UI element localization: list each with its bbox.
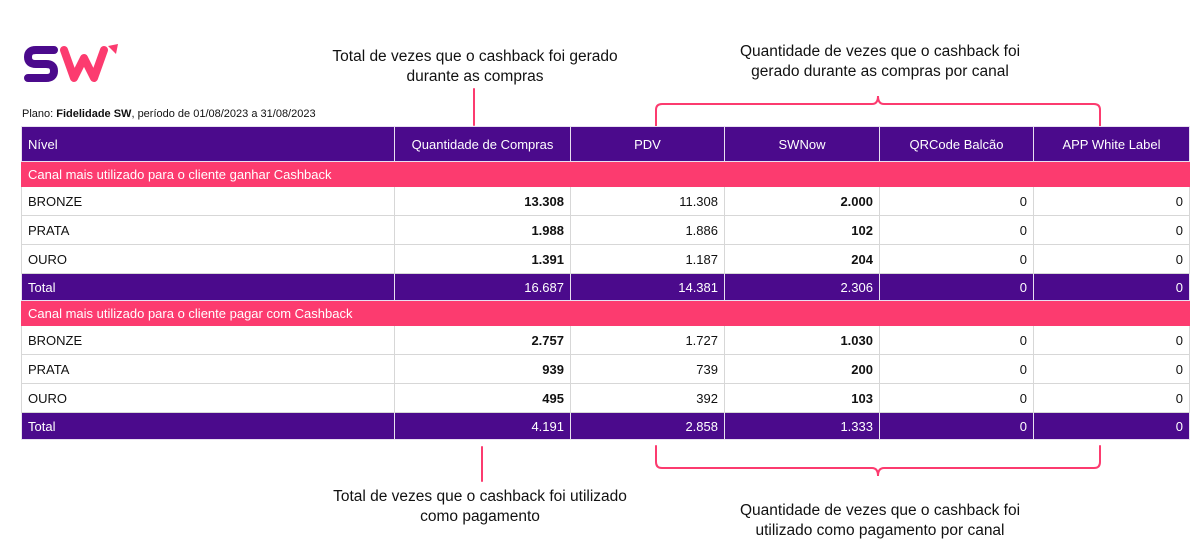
cell-quantidade: 495 xyxy=(394,383,571,413)
cell-qrcode: 0 xyxy=(879,383,1034,413)
section-row-pagar: Canal mais utilizado para o cliente paga… xyxy=(21,300,1190,326)
cell-swnow: 2.000 xyxy=(724,186,880,216)
plano-name: Fidelidade SW xyxy=(56,108,132,120)
annotation-total-gerado: Total de vezes que o cashback foi gerado… xyxy=(300,47,650,87)
table-row: OURO 495 392 103 0 0 xyxy=(21,383,1190,413)
cell-qrcode: 0 xyxy=(879,354,1034,384)
cell-pdv: 11.308 xyxy=(570,186,725,216)
table-row: OURO 1.391 1.187 204 0 0 xyxy=(21,244,1190,274)
table-row: BRONZE 13.308 11.308 2.000 0 0 xyxy=(21,186,1190,216)
header-pdv: PDV xyxy=(570,126,725,162)
brace-top xyxy=(655,95,1101,127)
cell-swnow: 1.030 xyxy=(724,325,880,355)
cell-swnow: 200 xyxy=(724,354,880,384)
cell-qrcode: 0 xyxy=(879,186,1034,216)
annotation-line: gerado durante as compras por canal xyxy=(751,63,1009,80)
cell-pdv: 392 xyxy=(570,383,725,413)
cell-total-app: 0 xyxy=(1033,273,1190,301)
header-app: APP White Label xyxy=(1033,126,1190,162)
sw-logo xyxy=(24,44,118,82)
cell-total-qrcode: 0 xyxy=(879,412,1034,440)
header-swnow: SWNow xyxy=(724,126,880,162)
section-row-ganhar: Canal mais utilizado para o cliente ganh… xyxy=(21,161,1190,187)
cell-level: PRATA xyxy=(21,354,395,384)
annotation-line: utilizado como pagamento por canal xyxy=(755,522,1005,539)
cell-total-swnow: 2.306 xyxy=(724,273,880,301)
header-quantidade: Quantidade de Compras xyxy=(394,126,571,162)
annotation-total-utilizado: Total de vezes que o cashback foi utiliz… xyxy=(300,487,660,527)
cell-app: 0 xyxy=(1033,215,1190,245)
cell-pdv: 1.187 xyxy=(570,244,725,274)
annotation-line: como pagamento xyxy=(420,508,540,525)
total-row: Total 16.687 14.381 2.306 0 0 xyxy=(21,273,1190,301)
cell-swnow: 103 xyxy=(724,383,880,413)
plano-label: Plano: xyxy=(22,108,54,120)
annotation-line: Total de vezes que o cashback foi utiliz… xyxy=(333,488,627,505)
annotation-canal-utilizado: Quantidade de vezes que o cashback foi u… xyxy=(695,501,1065,541)
cell-total-app: 0 xyxy=(1033,412,1190,440)
cell-qrcode: 0 xyxy=(879,325,1034,355)
cell-swnow: 102 xyxy=(724,215,880,245)
cell-pdv: 1.886 xyxy=(570,215,725,245)
annotation-canal-gerado: Quantidade de vezes que o cashback foi g… xyxy=(690,42,1070,82)
header-nivel: Nível xyxy=(21,126,395,162)
cell-total-pdv: 2.858 xyxy=(570,412,725,440)
cell-qrcode: 0 xyxy=(879,244,1034,274)
cell-app: 0 xyxy=(1033,325,1190,355)
annotation-line: durante as compras xyxy=(406,68,544,85)
header-qrcode: QRCode Balcão xyxy=(879,126,1034,162)
section-title: Canal mais utilizado para o cliente ganh… xyxy=(21,161,1190,187)
cell-total-quantidade: 4.191 xyxy=(394,412,571,440)
cell-swnow: 204 xyxy=(724,244,880,274)
plano-a: a xyxy=(251,108,258,120)
table-row: BRONZE 2.757 1.727 1.030 0 0 xyxy=(21,325,1190,355)
cell-quantidade: 2.757 xyxy=(394,325,571,355)
plano-end: 31/08/2023 xyxy=(260,108,316,120)
cell-total-label: Total xyxy=(21,273,395,301)
cell-level: OURO xyxy=(21,383,395,413)
plano-periodo: , período de 01/08/2023 xyxy=(131,108,249,120)
section-title: Canal mais utilizado para o cliente paga… xyxy=(21,300,1190,326)
cell-app: 0 xyxy=(1033,186,1190,216)
cell-level: OURO xyxy=(21,244,395,274)
cell-pdv: 1.727 xyxy=(570,325,725,355)
cell-pdv: 739 xyxy=(570,354,725,384)
cell-total-swnow: 1.333 xyxy=(724,412,880,440)
cell-quantidade: 1.988 xyxy=(394,215,571,245)
cell-quantidade: 13.308 xyxy=(394,186,571,216)
cell-qrcode: 0 xyxy=(879,215,1034,245)
cell-level: BRONZE xyxy=(21,325,395,355)
cell-total-quantidade: 16.687 xyxy=(394,273,571,301)
annotation-line: Quantidade de vezes que o cashback foi xyxy=(739,43,1021,60)
plano-info: Plano: Fidelidade SW, período de 01/08/2… xyxy=(22,108,316,120)
table-header-row: Nível Quantidade de Compras PDV SWNow QR… xyxy=(21,126,1190,162)
table-row: PRATA 1.988 1.886 102 0 0 xyxy=(21,215,1190,245)
total-row: Total 4.191 2.858 1.333 0 0 xyxy=(21,412,1190,440)
cell-app: 0 xyxy=(1033,354,1190,384)
brace-bottom xyxy=(655,445,1101,477)
table-row: PRATA 939 739 200 0 0 xyxy=(21,354,1190,384)
cell-quantidade: 939 xyxy=(394,354,571,384)
cell-total-qrcode: 0 xyxy=(879,273,1034,301)
annotation-line: Total de vezes que o cashback foi gerado xyxy=(332,48,618,65)
annotation-line: Quantidade de vezes que o cashback foi xyxy=(739,502,1021,519)
cell-quantidade: 1.391 xyxy=(394,244,571,274)
cell-app: 0 xyxy=(1033,244,1190,274)
cell-total-label: Total xyxy=(21,412,395,440)
cell-app: 0 xyxy=(1033,383,1190,413)
cell-level: PRATA xyxy=(21,215,395,245)
cashback-table: Nível Quantidade de Compras PDV SWNow QR… xyxy=(21,126,1190,440)
cell-total-pdv: 14.381 xyxy=(570,273,725,301)
cell-level: BRONZE xyxy=(21,186,395,216)
